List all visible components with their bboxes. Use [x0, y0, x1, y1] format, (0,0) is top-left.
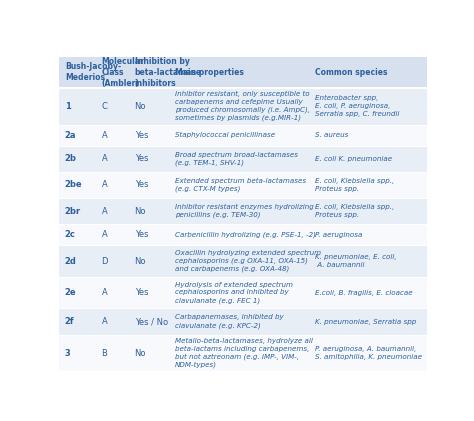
Text: Molecular
Class
(Ambler): Molecular Class (Ambler): [101, 57, 144, 88]
Text: Oxacillin hydrolyzing extended spectrum
cephalosporins (e.g OXA-11, OXA-15)
and : Oxacillin hydrolyzing extended spectrum …: [175, 250, 321, 272]
Text: Inhibition by
beta-lactamase
inhibitors: Inhibition by beta-lactamase inhibitors: [135, 57, 201, 88]
Text: A: A: [101, 230, 107, 240]
Text: A: A: [101, 154, 107, 163]
Text: P. aeruginosa, A. baumannii,
S. amltophilia, K. pneumoniae: P. aeruginosa, A. baumannii, S. amltophi…: [315, 346, 421, 360]
Text: Hydrolysis of extended spectrum
cephalosporins and inhibited by
clavulanate (e.g: Hydrolysis of extended spectrum cephalos…: [175, 282, 293, 304]
Text: D: D: [101, 257, 108, 266]
Text: A: A: [101, 131, 107, 140]
FancyBboxPatch shape: [59, 277, 427, 309]
FancyBboxPatch shape: [59, 335, 427, 371]
Text: Yes: Yes: [135, 230, 148, 240]
Text: 2c: 2c: [65, 230, 76, 240]
Text: Yes: Yes: [135, 154, 148, 163]
FancyBboxPatch shape: [59, 57, 427, 88]
Text: C: C: [101, 102, 108, 111]
Text: Bush-Jacoby-
Mederios: Bush-Jacoby- Mederios: [65, 62, 121, 83]
Text: K. pneumoniae, Serratia spp: K. pneumoniae, Serratia spp: [315, 319, 416, 325]
Text: B: B: [101, 349, 108, 357]
FancyBboxPatch shape: [59, 88, 427, 125]
Text: A: A: [101, 288, 107, 297]
Text: 2br: 2br: [65, 207, 81, 216]
FancyBboxPatch shape: [59, 198, 427, 224]
FancyBboxPatch shape: [59, 245, 427, 277]
Text: E. coli, Klebsiella spp.,
Proteus spp.: E. coli, Klebsiella spp., Proteus spp.: [315, 204, 394, 218]
Text: 2f: 2f: [65, 317, 74, 326]
Text: Main properties: Main properties: [175, 68, 244, 77]
Text: 2e: 2e: [65, 288, 76, 297]
Text: Carbenicillin hydrolizing (e.g. PSE-1, -2): Carbenicillin hydrolizing (e.g. PSE-1, -…: [175, 232, 316, 238]
Text: A: A: [101, 181, 107, 189]
Text: 2a: 2a: [65, 131, 76, 140]
Text: A: A: [101, 207, 107, 216]
Text: E.coli, B. fragilis, E. cloacae: E.coli, B. fragilis, E. cloacae: [315, 290, 412, 296]
FancyBboxPatch shape: [59, 224, 427, 245]
Text: A: A: [101, 317, 107, 326]
FancyBboxPatch shape: [59, 146, 427, 172]
FancyBboxPatch shape: [59, 125, 427, 146]
Text: E. coli K. pneumoniae: E. coli K. pneumoniae: [315, 156, 392, 162]
Text: No: No: [135, 102, 146, 111]
Text: E. coli, Klebsiella spp.,
Proteus spp.: E. coli, Klebsiella spp., Proteus spp.: [315, 178, 394, 192]
Text: Yes: Yes: [135, 181, 148, 189]
Text: No: No: [135, 207, 146, 216]
Text: Yes: Yes: [135, 131, 148, 140]
Text: 1: 1: [65, 102, 71, 111]
Text: Staphylococcal penicillinase: Staphylococcal penicillinase: [175, 132, 275, 138]
Text: 2d: 2d: [65, 257, 77, 266]
Text: 2be: 2be: [65, 181, 82, 189]
Text: Enterobacter spp,
E. coli, P. aeruginosa,
Serratia spp, C. freundii: Enterobacter spp, E. coli, P. aeruginosa…: [315, 95, 399, 117]
Text: No: No: [135, 349, 146, 357]
FancyBboxPatch shape: [59, 172, 427, 198]
Text: Extended spectrum beta-lactamases
(e.g. CTX-M types): Extended spectrum beta-lactamases (e.g. …: [175, 178, 306, 192]
Text: Yes / No: Yes / No: [135, 317, 168, 326]
Text: Metallo-beta-lactamases, hydrolyze all
beta-lactams including carbapenems,
but n: Metallo-beta-lactamases, hydrolyze all b…: [175, 338, 313, 368]
Text: S. aureus: S. aureus: [315, 132, 348, 138]
Text: No: No: [135, 257, 146, 266]
Text: Inhibitor resistant, only susceptible to
carbapenems and cefepime Usually
produc: Inhibitor resistant, only susceptible to…: [175, 91, 310, 121]
Text: Broad spectrum broad-lactamases
(e.g. TEM-1, SHV-1): Broad spectrum broad-lactamases (e.g. TE…: [175, 152, 298, 166]
FancyBboxPatch shape: [59, 309, 427, 335]
Text: 3: 3: [65, 349, 71, 357]
Text: Yes: Yes: [135, 288, 148, 297]
Text: K. pneumoniae, E. coli,
 A. baumannii: K. pneumoniae, E. coli, A. baumannii: [315, 254, 396, 268]
Text: Carbapanemases, inhibited by
clavulanate (e.g. KPC-2): Carbapanemases, inhibited by clavulanate…: [175, 314, 284, 329]
Text: Common species: Common species: [315, 68, 387, 77]
Text: P. aeruginosa: P. aeruginosa: [315, 232, 362, 238]
Text: 2b: 2b: [65, 154, 77, 163]
Text: Inhibitor resistant enzymes hydrolizing
penicillins (e.g. TEM-30): Inhibitor resistant enzymes hydrolizing …: [175, 204, 314, 218]
